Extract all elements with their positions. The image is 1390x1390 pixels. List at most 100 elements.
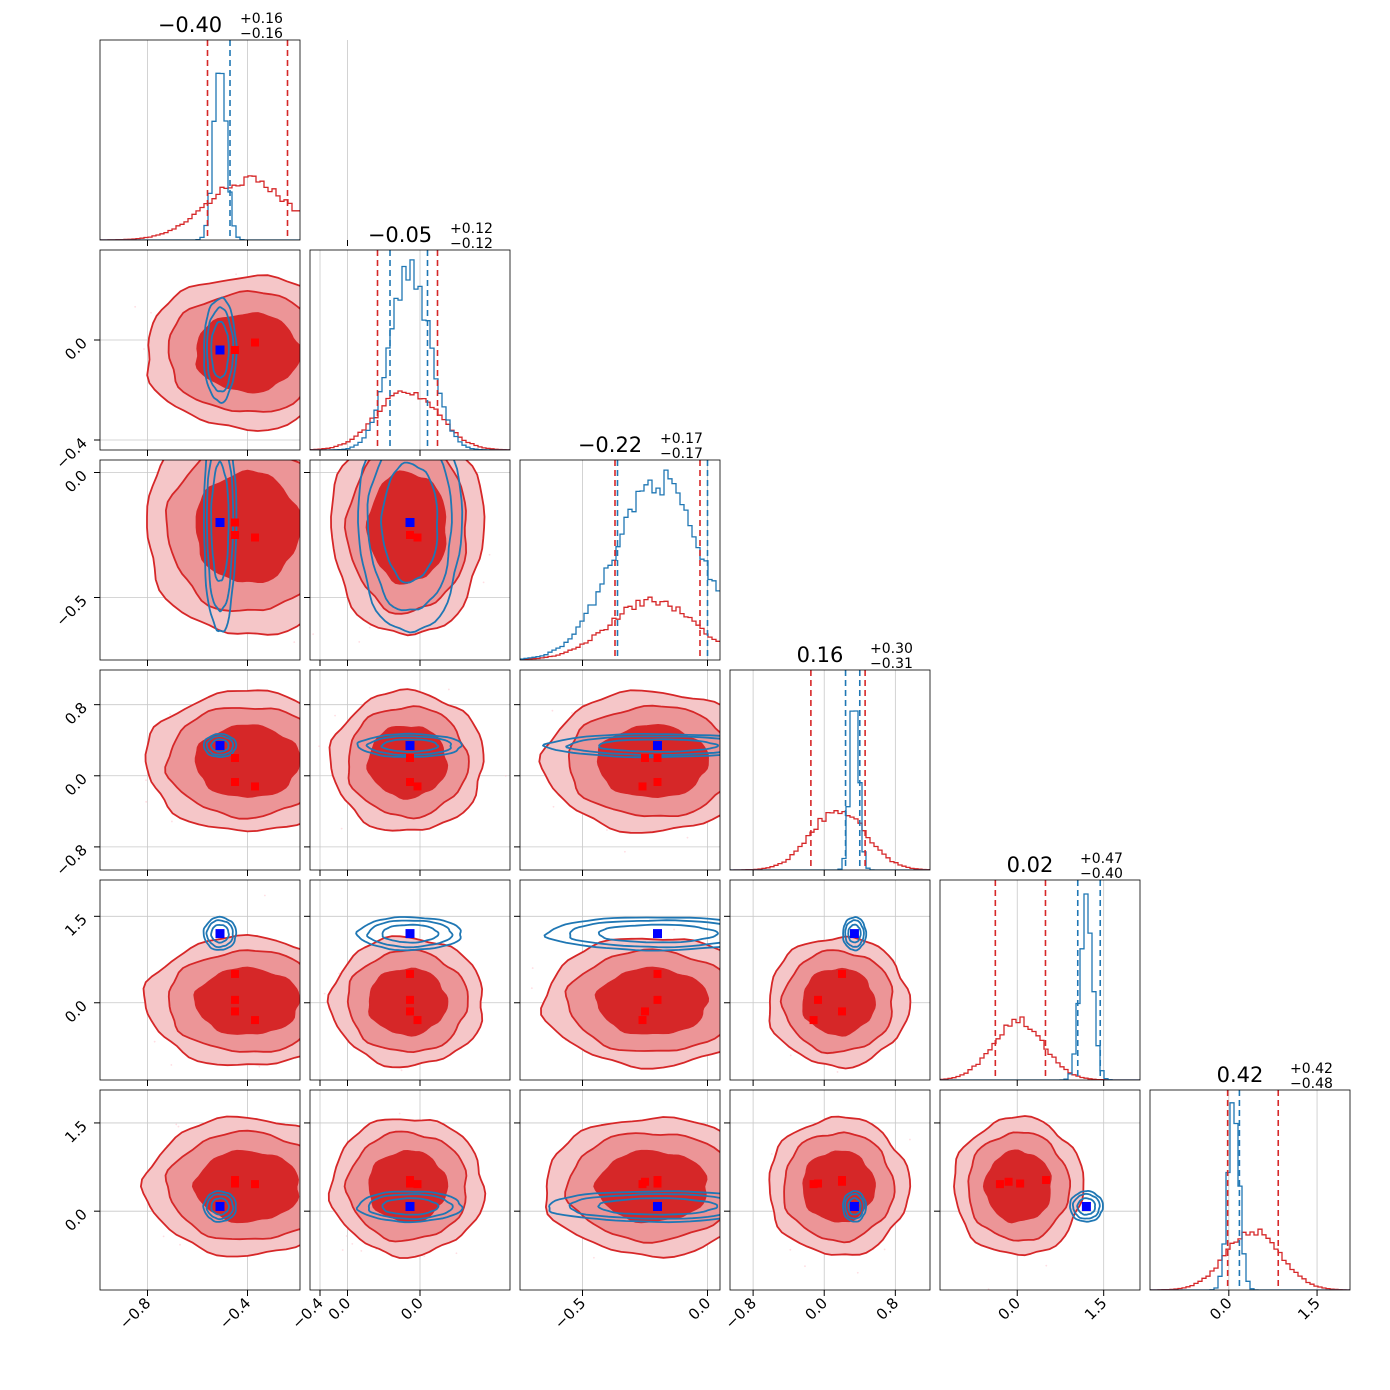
- sample-point: [340, 827, 343, 830]
- sample-point: [345, 1235, 348, 1237]
- red-marker: [814, 995, 822, 1004]
- sample-point: [488, 553, 491, 556]
- sample-point: [734, 780, 736, 782]
- sample-point: [306, 367, 308, 369]
- title-plus: +0.17: [660, 431, 703, 447]
- red-marker: [251, 782, 259, 791]
- x-tick-label: 0.0: [1206, 1294, 1236, 1324]
- sample-point: [293, 641, 296, 644]
- blue-contour: [203, 296, 238, 404]
- panel-1-0: −0.4 0.0: [52, 249, 348, 473]
- panel-frame: [729, 879, 931, 1081]
- panel-content: [530, 916, 742, 1070]
- sample-point: [285, 454, 287, 456]
- sample-point: [734, 1185, 736, 1187]
- red-contour-inner: [593, 1149, 708, 1224]
- panel-title: 0.02: [1007, 853, 1054, 877]
- blue-contour: [205, 919, 234, 948]
- sample-point: [263, 894, 266, 897]
- sample-point: [316, 1020, 318, 1022]
- sample-point: [301, 358, 303, 360]
- blue-histogram: [520, 469, 720, 660]
- blue-histogram: [310, 259, 510, 450]
- y-tick-label: 0.8: [61, 699, 91, 729]
- blue-contour: [568, 1193, 720, 1220]
- blue-contour: [210, 738, 230, 753]
- panel-frame: [99, 249, 301, 451]
- sample-point: [804, 1265, 806, 1268]
- panel-title: −0.05: [368, 223, 432, 247]
- panel-frame: [99, 879, 301, 1081]
- sample-point: [734, 998, 736, 1000]
- panel-3-3: 0.16 +0.30−0.31: [729, 641, 931, 876]
- sample-point: [304, 966, 306, 968]
- sample-point: [143, 348, 145, 350]
- sample-point: [725, 1181, 727, 1183]
- panel-2-1: [304, 450, 511, 666]
- blue-contour: [202, 1190, 237, 1223]
- red-marker: [231, 1007, 239, 1016]
- sample-point: [302, 774, 304, 776]
- title-plus: +0.30: [870, 641, 913, 657]
- sample-point: [351, 1242, 354, 1245]
- blue-contour: [210, 320, 230, 379]
- panel-frame: [939, 879, 1141, 1081]
- blue-contour: [205, 735, 234, 756]
- blue-contour: [367, 1193, 454, 1220]
- blue-marker: [215, 345, 225, 355]
- sample-point: [305, 1218, 307, 1220]
- title-value: 0.02: [1007, 853, 1054, 877]
- sample-point: [134, 305, 137, 308]
- sample-point: [731, 748, 733, 750]
- blue-contour: [380, 738, 440, 753]
- red-marker: [231, 346, 239, 354]
- sample-point: [301, 301, 303, 303]
- sample-point: [162, 1235, 165, 1238]
- panel-content: [142, 894, 318, 1068]
- title-plus: +0.12: [450, 221, 493, 237]
- sample-point: [308, 1047, 310, 1049]
- sample-point: [313, 330, 315, 332]
- red-marker: [231, 1177, 239, 1186]
- panel-content: [730, 670, 930, 870]
- blue-contour: [598, 738, 719, 753]
- red-contour-inner: [195, 469, 300, 584]
- sample-point: [271, 432, 273, 434]
- title-minus: −0.12: [450, 236, 493, 252]
- panel-1-1: −0.05 +0.12−0.12: [309, 221, 511, 456]
- sample-point: [623, 850, 626, 853]
- y-tick-label: −0.8: [52, 841, 90, 879]
- sample-point: [552, 805, 555, 808]
- x-tick-label: −0.8: [116, 1294, 154, 1332]
- sample-point: [312, 1023, 314, 1025]
- x-tick-label: 0.0: [801, 1294, 831, 1324]
- y-tick-label: 1.5: [61, 910, 91, 940]
- sample-point: [397, 455, 399, 457]
- sample-point: [306, 736, 308, 738]
- sample-point: [726, 1016, 728, 1018]
- red-marker: [653, 969, 662, 978]
- blue-marker: [215, 929, 225, 939]
- blue-contour: [203, 460, 238, 633]
- red-marker: [838, 1007, 846, 1016]
- sample-point: [338, 972, 341, 975]
- sample-point: [341, 450, 343, 452]
- sample-point: [328, 319, 330, 321]
- sample-point: [235, 273, 237, 276]
- panel-content: [318, 688, 507, 832]
- sample-point: [740, 1005, 742, 1007]
- sample-point: [318, 745, 321, 748]
- panel-content: [768, 916, 912, 1073]
- red-marker: [653, 995, 662, 1004]
- sample-point: [175, 1123, 178, 1126]
- sample-point: [343, 1133, 345, 1135]
- panel-frame: [729, 669, 931, 871]
- sample-point: [482, 581, 485, 584]
- panel-4-2: [514, 879, 742, 1086]
- sample-point: [323, 783, 325, 785]
- sample-point: [856, 1271, 859, 1274]
- red-contour-inner: [594, 966, 710, 1035]
- sample-point: [317, 1181, 319, 1183]
- sample-point: [738, 978, 740, 980]
- red-marker: [231, 518, 239, 527]
